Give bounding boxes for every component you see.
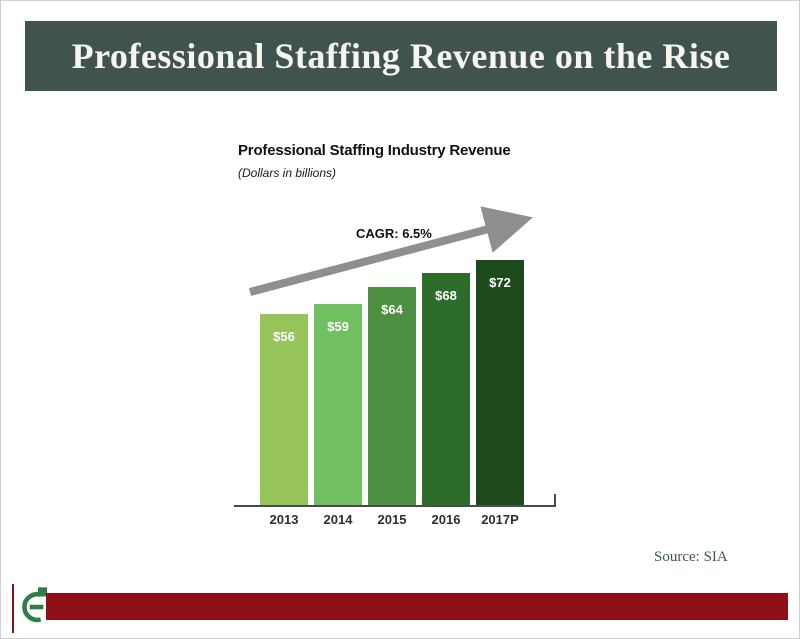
chart-subtitle: (Dollars in billions) [238, 166, 337, 180]
bar-value-label: $56 [273, 329, 295, 344]
bar-value-label: $68 [435, 288, 457, 303]
x-axis-label-2014: 2014 [323, 512, 353, 527]
bar-2013: $56 [260, 314, 308, 506]
bar-2016: $68 [422, 273, 470, 506]
x-axis-label-2015: 2015 [377, 512, 407, 527]
header-banner: Professional Staffing Revenue on the Ris… [25, 21, 777, 91]
trend-arrow-icon [248, 206, 533, 296]
x-axis-label-2017P: 2017P [481, 512, 519, 527]
bars: $56 $59 $64 $68 $72 [260, 256, 524, 506]
bar-2017P: $72 [476, 260, 524, 506]
cagr-annotation: CAGR: 6.5% [356, 226, 432, 241]
x-axis-line [234, 505, 556, 507]
bar-value-label: $59 [327, 319, 349, 334]
source-note: Source: SIA [654, 549, 728, 565]
bar-2015: $64 [368, 287, 416, 506]
x-axis-labels: 2013 2014 2015 2016 2017P [260, 512, 524, 527]
x-axis-label-2016: 2016 [431, 512, 461, 527]
g-logo-icon [22, 587, 48, 623]
footer-accent-bar [46, 593, 788, 620]
bar-value-label: $64 [381, 302, 403, 317]
x-axis-end-tick [554, 494, 556, 506]
x-axis-label-2013: 2013 [269, 512, 299, 527]
footer-divider-line [12, 584, 14, 633]
bar-2014: $59 [314, 304, 362, 506]
bar-value-label: $72 [489, 275, 511, 290]
chart-title: Professional Staffing Industry Revenue [238, 142, 511, 159]
slide-title: Professional Staffing Revenue on the Ris… [71, 36, 731, 76]
